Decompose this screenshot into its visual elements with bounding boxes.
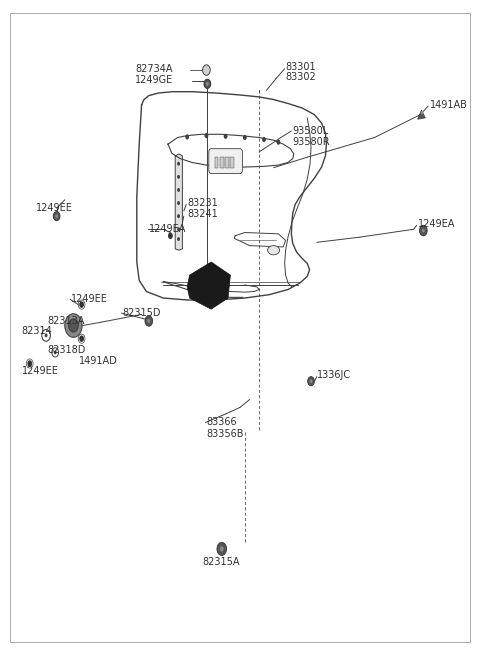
Text: 1249EA: 1249EA [149,224,186,234]
Bar [215,157,218,168]
Polygon shape [418,110,425,119]
Text: 82318D: 82318D [47,345,85,356]
Text: 82315A: 82315A [202,557,240,567]
Text: 1249EE: 1249EE [22,366,59,377]
Circle shape [65,314,82,337]
Text: 83356B: 83356B [206,428,244,439]
Circle shape [206,82,209,86]
Text: 82315D: 82315D [122,308,161,318]
Text: 82734A: 82734A [135,64,173,74]
Text: 83301: 83301 [286,62,316,72]
Circle shape [177,237,180,241]
Text: 1491AD: 1491AD [79,356,118,366]
Polygon shape [175,154,182,250]
Text: 93580R: 93580R [293,137,330,147]
Circle shape [177,214,180,218]
Circle shape [177,175,180,179]
Text: 83231: 83231 [187,198,218,208]
Circle shape [224,134,228,139]
Circle shape [55,214,58,218]
Circle shape [69,319,78,332]
Circle shape [185,134,189,140]
Circle shape [220,546,224,552]
Circle shape [177,227,180,231]
Circle shape [54,350,57,354]
Circle shape [422,229,425,233]
Bar [230,157,234,168]
Circle shape [177,201,180,205]
Text: 82313A: 82313A [47,316,84,326]
Circle shape [204,133,208,138]
Circle shape [168,233,173,239]
Circle shape [276,140,280,145]
Text: 83366: 83366 [206,417,237,428]
Circle shape [147,319,150,323]
Circle shape [217,542,227,555]
Circle shape [262,137,266,142]
Circle shape [145,316,153,326]
Text: 1249EA: 1249EA [418,219,455,229]
Polygon shape [187,262,230,309]
Circle shape [204,79,211,88]
Circle shape [79,335,84,342]
Circle shape [52,348,59,357]
Text: 1249EE: 1249EE [36,203,73,214]
Circle shape [53,212,60,221]
FancyBboxPatch shape [209,149,242,174]
Circle shape [45,333,48,337]
Circle shape [243,135,247,140]
Circle shape [177,188,180,192]
Bar [225,157,229,168]
Text: 82314: 82314 [22,326,52,337]
Circle shape [79,301,84,308]
Circle shape [177,162,180,166]
Circle shape [420,111,423,115]
Text: 83241: 83241 [187,209,218,219]
Text: 83302: 83302 [286,72,316,83]
Circle shape [310,379,312,383]
Text: 1249EE: 1249EE [71,294,108,305]
Ellipse shape [267,246,279,255]
Text: 1336JC: 1336JC [317,370,351,381]
Bar [220,157,224,168]
Circle shape [420,225,427,236]
Circle shape [308,377,314,386]
Text: 1249GE: 1249GE [134,75,173,85]
Circle shape [42,329,50,341]
Circle shape [27,360,32,367]
Text: 93580L: 93580L [293,126,329,136]
Text: 1491AB: 1491AB [430,100,468,110]
Circle shape [203,65,210,75]
